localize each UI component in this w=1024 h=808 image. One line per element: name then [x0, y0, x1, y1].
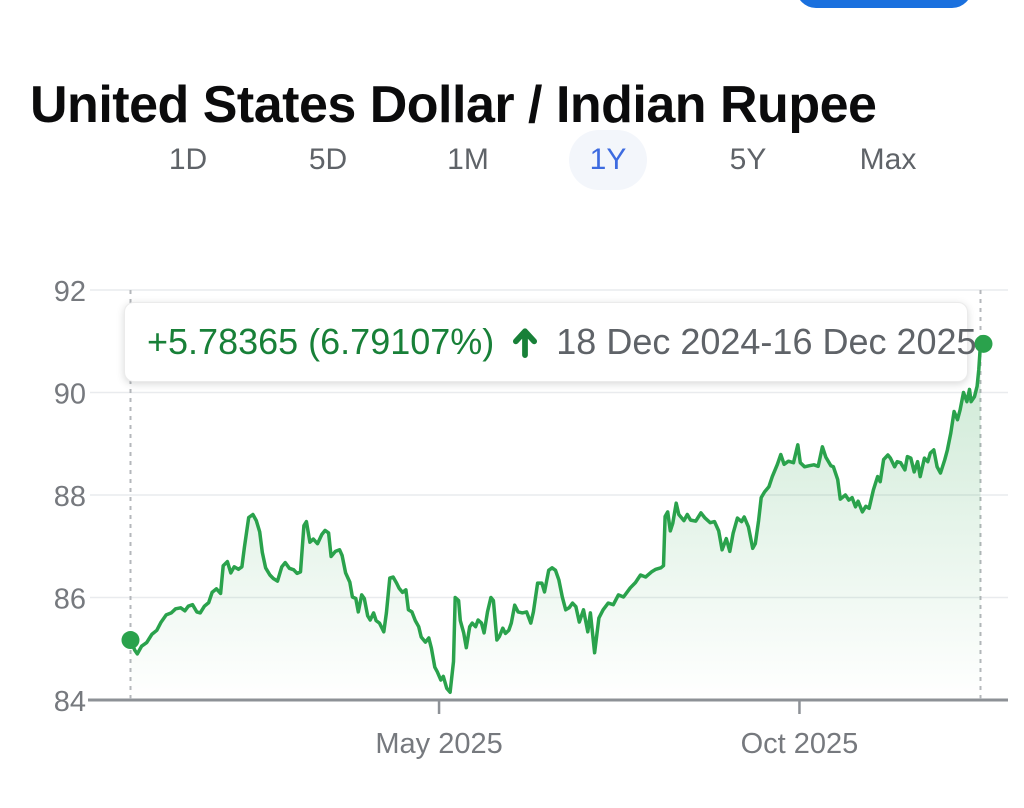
tab-max[interactable]: Max	[818, 122, 958, 198]
price-change-text: +5.78365 (6.79107%)	[147, 321, 495, 362]
chart-tooltip: +5.78365 (6.79107%) 18 Dec 2024-16 Dec 2…	[124, 302, 977, 382]
series-line	[128, 342, 983, 695]
y-axis-label: 86	[54, 584, 86, 616]
tab-5y[interactable]: 5Y	[678, 122, 818, 198]
tab-1m[interactable]: 1M	[398, 122, 538, 198]
tab-label: 5D	[308, 143, 348, 176]
y-axis-label: 88	[54, 481, 86, 513]
tab-5d[interactable]: 5D	[258, 122, 398, 198]
series-end-dot	[974, 334, 993, 353]
tab-label: 5Y	[729, 143, 767, 176]
series-start-dot	[121, 631, 140, 650]
page-title: United States Dollar / Indian Rupee	[30, 75, 877, 134]
tab-label: 1Y	[568, 130, 648, 190]
tab-1d[interactable]: 1D	[118, 122, 258, 198]
y-axis-label: 84	[54, 686, 86, 718]
series-area-fill	[130, 343, 981, 700]
y-axis-label: 92	[54, 276, 86, 308]
date-range-text: 18 Dec 2024-16 Dec 2025	[556, 321, 977, 362]
y-axis-label: 90	[54, 379, 86, 411]
tab-label: 1D	[168, 143, 208, 176]
arrow-up-icon	[509, 325, 541, 359]
x-axis-label: May 2025	[375, 728, 502, 760]
follow-button[interactable]	[796, 0, 972, 8]
tab-1y[interactable]: 1Y	[538, 122, 678, 198]
range-tabs: 1D 5D 1M 1Y 5Y Max	[118, 122, 958, 198]
x-axis-label: Oct 2025	[741, 728, 859, 760]
tab-label: Max	[859, 143, 917, 176]
tab-label: 1M	[447, 143, 489, 176]
